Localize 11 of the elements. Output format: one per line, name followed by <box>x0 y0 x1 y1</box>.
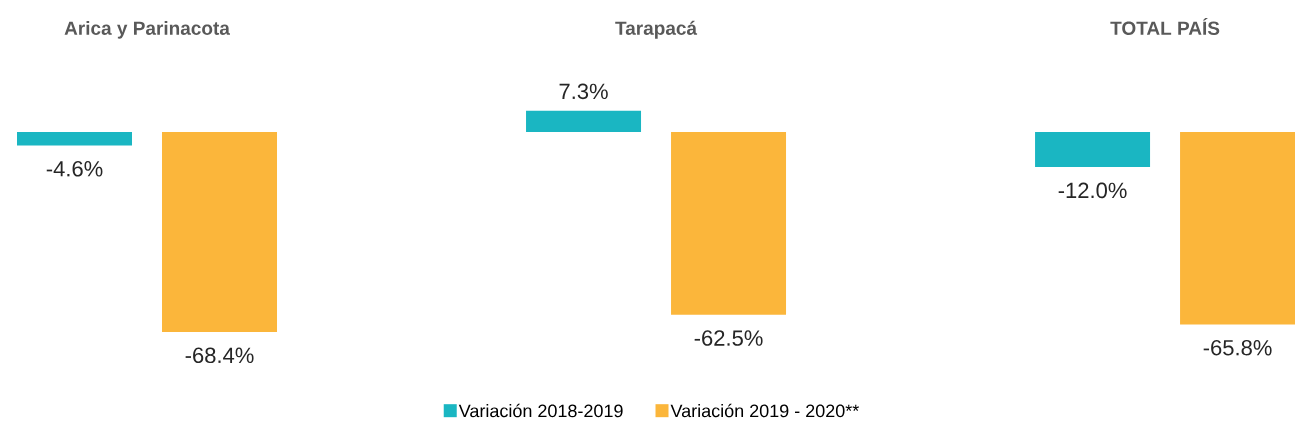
legend-label: Variación 2019 - 2020** <box>670 403 859 418</box>
data-label: -65.8% <box>1203 339 1272 356</box>
data-label: -12.0% <box>1058 182 1127 199</box>
data-label: -62.5% <box>694 330 763 346</box>
x-tick-label: Arica y Parinacota <box>64 20 230 39</box>
data-label: 7.3% <box>559 83 608 100</box>
data-label: -4.6% <box>46 160 103 177</box>
x-tick-label: Tarapacá <box>615 20 698 39</box>
data-label: -68.4% <box>185 347 254 364</box>
x-tick-label: TOTAL PAÍS <box>1110 17 1220 35</box>
legend-label: Variación 2018-2019 <box>458 403 623 418</box>
